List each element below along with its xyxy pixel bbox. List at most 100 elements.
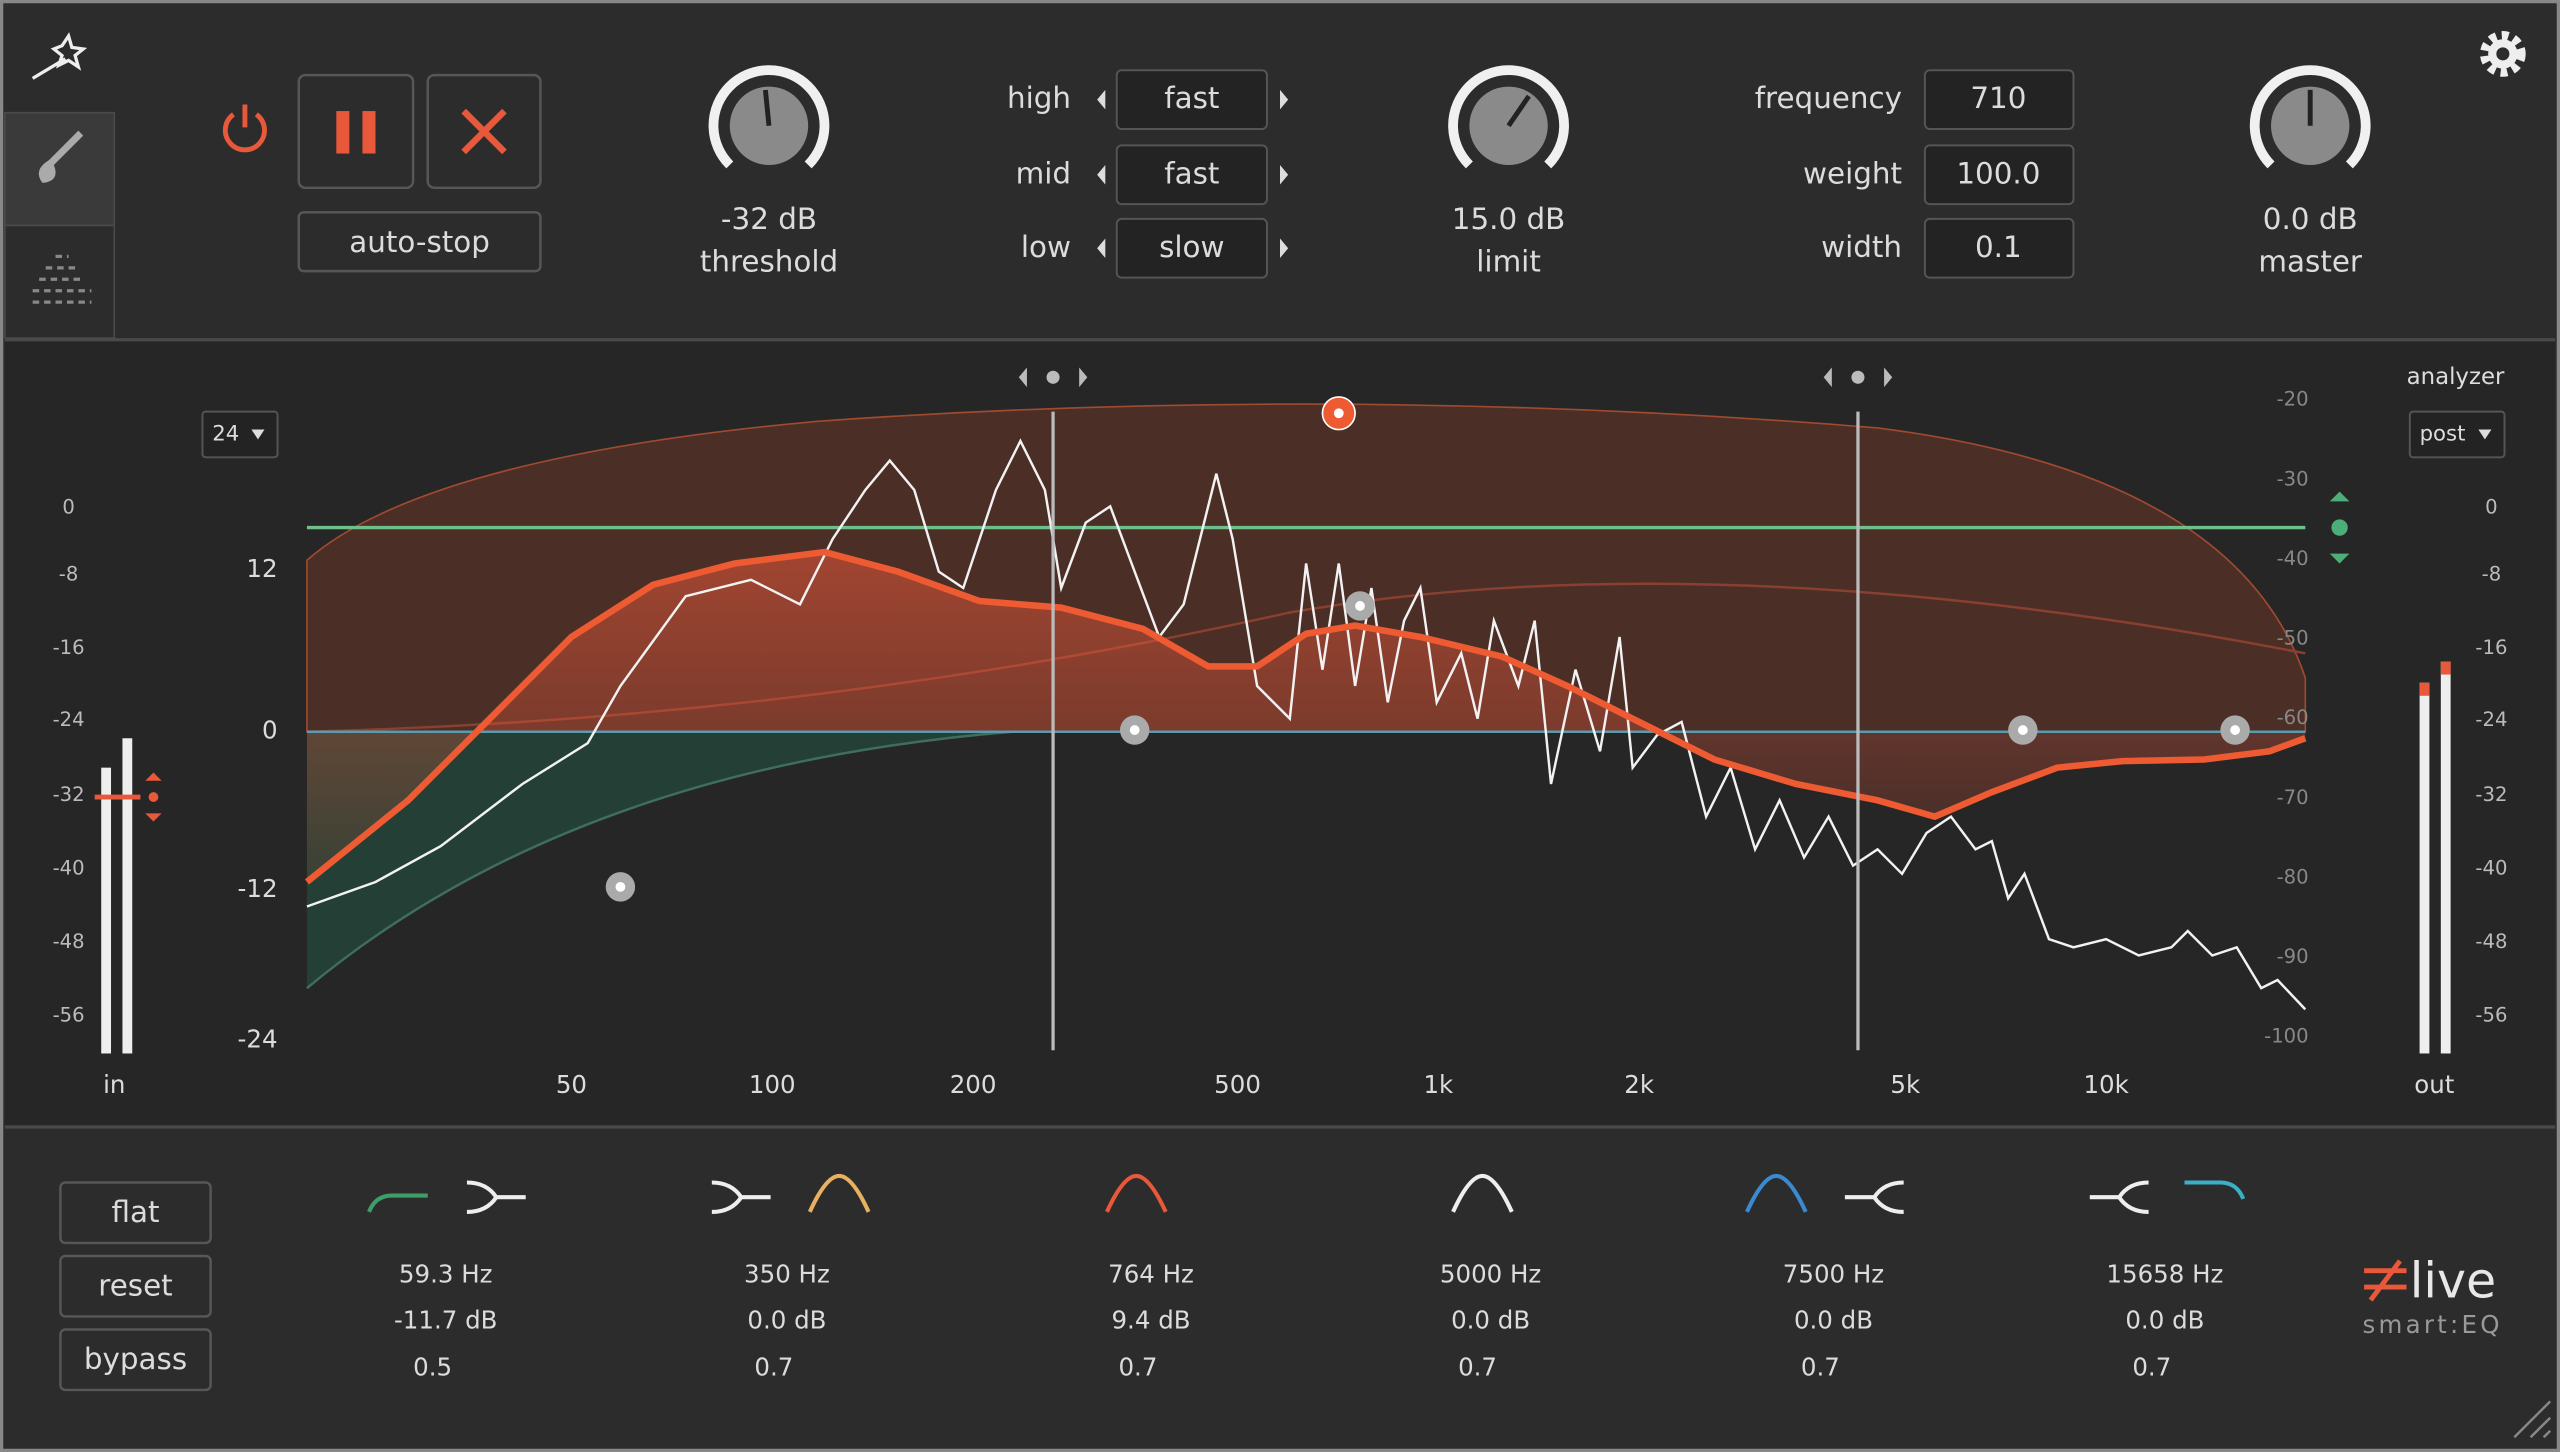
- auto-stop-button[interactable]: [297, 211, 542, 273]
- node-dot: [1355, 601, 1365, 611]
- spectrum: [306, 438, 2307, 1011]
- knob-ring[interactable]: [2249, 65, 2371, 169]
- in-scale-label: 0: [62, 495, 74, 518]
- pause-button[interactable]: [297, 73, 415, 190]
- filter-type-icon[interactable]: [1451, 1173, 1514, 1213]
- in-scale-label: -8: [59, 562, 79, 585]
- filter-type-icon[interactable]: [1105, 1173, 1168, 1213]
- param-box[interactable]: [1923, 69, 2075, 131]
- pause-icon: [336, 111, 350, 154]
- mode-button[interactable]: [59, 1181, 212, 1245]
- freq-scale-label: 100: [749, 1070, 796, 1099]
- limit-value: 15.0 dB: [1452, 202, 1566, 236]
- band-q: 0.7: [1458, 1353, 1497, 1382]
- gear-hole: [2496, 47, 2510, 61]
- speed-value: fast: [1164, 156, 1219, 190]
- in-scale-label: -16: [53, 636, 85, 659]
- out-label: out: [2414, 1070, 2454, 1099]
- arrow-right[interactable]: [1280, 164, 1289, 185]
- param-value: 100.0: [1956, 156, 2040, 190]
- mode-button-label: flat: [111, 1195, 159, 1229]
- speed-box[interactable]: [1115, 144, 1268, 206]
- db-scale-label: -40: [2277, 547, 2309, 570]
- mode-button[interactable]: [59, 1254, 212, 1318]
- master-value: 0.0 dB: [2263, 202, 2358, 236]
- resize-grip[interactable]: [2513, 1400, 2552, 1439]
- split-handle-dot[interactable]: [1046, 370, 1060, 384]
- speed-label: mid: [1016, 156, 1071, 190]
- mode-button[interactable]: [59, 1328, 212, 1392]
- power-button[interactable]: [222, 104, 267, 153]
- speed-box[interactable]: [1115, 217, 1268, 279]
- arrow-right[interactable]: [1280, 89, 1289, 110]
- param-value: 710: [1970, 81, 2026, 115]
- gain-scale-label: -12: [238, 874, 278, 903]
- param-label: weight: [1803, 156, 1902, 190]
- filter-type-icon[interactable]: [1844, 1180, 1904, 1214]
- arrow-right[interactable]: [1280, 238, 1289, 259]
- in-scale-label: -24: [53, 708, 85, 731]
- brand: live: [2410, 1252, 2496, 1309]
- out-scale-label: -48: [2475, 930, 2507, 953]
- resolution-dropdown[interactable]: [201, 410, 279, 459]
- knob-ring[interactable]: [708, 65, 830, 169]
- band-q: 0.7: [754, 1353, 793, 1382]
- gain-scale-label: 12: [246, 554, 277, 583]
- tab-instrument[interactable]: [4, 111, 116, 227]
- split-handle-dot[interactable]: [1851, 370, 1865, 384]
- dropdown-arrow: [251, 429, 265, 440]
- band-gain: 0.0 dB: [1794, 1305, 1873, 1334]
- split-handle[interactable]: [1823, 367, 1893, 388]
- analyzer-dropdown[interactable]: [2408, 410, 2506, 459]
- knob-pointer: [762, 89, 772, 127]
- param-box[interactable]: [1923, 144, 2075, 206]
- filter-type-icon[interactable]: [2184, 1180, 2246, 1200]
- freq-scale-label: 500: [1214, 1070, 1261, 1099]
- low-cut-area: [306, 731, 1013, 989]
- band-frequency: 15658 Hz: [2106, 1260, 2223, 1289]
- split-handle[interactable]: [1018, 367, 1088, 388]
- input-gain-dot[interactable]: [148, 792, 159, 802]
- filter-type-icon[interactable]: [2089, 1180, 2149, 1214]
- filter-type-icon[interactable]: [466, 1180, 526, 1214]
- level-meter: [2440, 661, 2451, 1054]
- level-meter: [2419, 682, 2430, 1054]
- knob-ring[interactable]: [1448, 65, 1569, 169]
- band-frequency: 5000 Hz: [1440, 1260, 1541, 1289]
- band-frequency: 59.3 Hz: [399, 1260, 493, 1289]
- db-scale-label: -70: [2277, 786, 2309, 809]
- band-q: 0.7: [1801, 1353, 1840, 1382]
- out-scale-label: -8: [2482, 562, 2502, 585]
- filter-type-icon[interactable]: [1745, 1173, 1808, 1213]
- freq-scale-label: 50: [556, 1070, 587, 1099]
- knobs: [708, 65, 2371, 169]
- arrow-left[interactable]: [1097, 238, 1106, 259]
- speed-value: fast: [1164, 81, 1219, 115]
- arrow-left[interactable]: [1097, 89, 1106, 110]
- db-scale-label: -30: [2277, 467, 2309, 490]
- settings-button[interactable]: [2480, 31, 2526, 77]
- freq-scale-label: 2k: [1624, 1070, 1655, 1099]
- db-scale-label: -80: [2277, 865, 2309, 888]
- filter-type-icon[interactable]: [711, 1180, 771, 1214]
- band-gain: -11.7 dB: [394, 1305, 497, 1334]
- filter-type-icon[interactable]: [367, 1193, 428, 1213]
- speed-box[interactable]: [1115, 69, 1268, 131]
- node-dot: [1129, 725, 1140, 735]
- param-label: frequency: [1755, 81, 1902, 115]
- tab-analyzer[interactable]: [4, 224, 116, 339]
- param-box[interactable]: [1923, 217, 2075, 279]
- arrow-left[interactable]: [1097, 164, 1106, 185]
- out-scale-label: -40: [2475, 856, 2507, 879]
- target-handle-dot[interactable]: [2331, 519, 2348, 536]
- out-scale-label: -24: [2475, 708, 2507, 731]
- eq-graph: 0 -8 -16 -24 -32 -40 -48 -56 0 -8 -16 -24 -32 -40 -48 -…: [53, 364, 2508, 1099]
- in-scale-label: -32: [53, 783, 85, 806]
- filter-type-icon[interactable]: [807, 1173, 871, 1213]
- band-frequency: 350 Hz: [744, 1260, 830, 1289]
- band-panel: flat reset bypass 59.3 Hz -11.7 dB 0.5 350 Hz 0…: [59, 1173, 2246, 1392]
- db-scale-label: -60: [2277, 706, 2309, 729]
- knob-pointer: [1506, 94, 1531, 128]
